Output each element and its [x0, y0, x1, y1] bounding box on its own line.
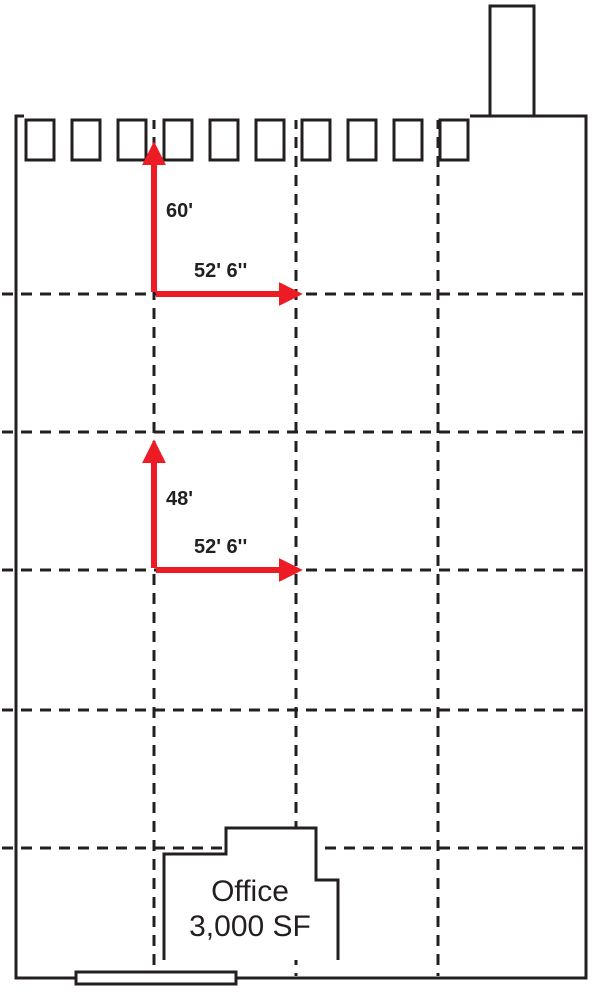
dimension-label-top-vertical: 60' [166, 200, 193, 223]
floor-plan-diagram: 60' 52' 6'' 48' 52' 6'' Office 3,000 SF [0, 0, 613, 993]
dimension-label-mid-vertical: 48' [166, 488, 193, 511]
dimension-label-mid-horizontal: 52' 6'' [194, 536, 247, 559]
office-label-line1: Office [170, 875, 330, 910]
diagram-svg [0, 0, 613, 993]
dimension-label-top-horizontal: 52' 6'' [194, 260, 247, 283]
office-label-line2: 3,000 SF [170, 910, 330, 945]
office-label: Office 3,000 SF [170, 875, 330, 944]
